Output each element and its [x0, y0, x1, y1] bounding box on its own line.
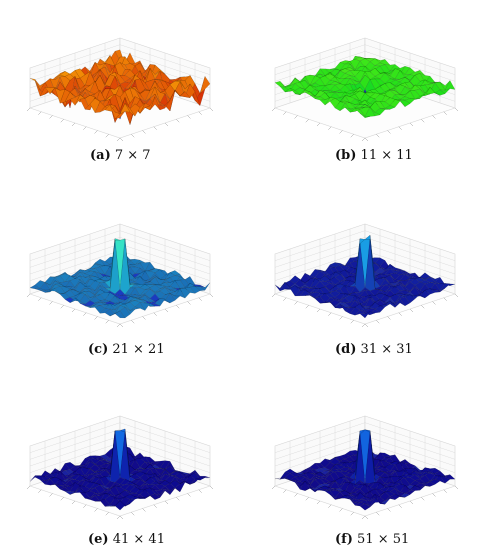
caption-a-size: 7 × 7 [114, 148, 151, 163]
surface-plot-a [0, 4, 240, 144]
surface-plot-e-svg [26, 415, 214, 520]
surface-plot-f [245, 382, 485, 522]
surface-plot-d [245, 190, 485, 330]
caption-a: (a) 7 × 7 [90, 148, 151, 163]
caption-b: (b) 11 × 11 [335, 148, 413, 163]
caption-f-label: (f) [335, 532, 353, 547]
surface-plot-b [245, 4, 485, 144]
caption-a-label: (a) [90, 148, 111, 163]
caption-d: (d) 31 × 31 [335, 342, 413, 357]
caption-e-label: (e) [88, 532, 109, 547]
surface-plot-a-svg [26, 37, 214, 142]
caption-f-size: 51 × 51 [357, 532, 410, 547]
caption-d-size: 31 × 31 [360, 342, 413, 357]
surface-plot-d-svg [271, 223, 459, 328]
surface-plot-b-svg [271, 37, 459, 142]
caption-b-label: (b) [335, 148, 357, 163]
surface-plot-e [0, 382, 240, 522]
caption-c-size: 21 × 21 [112, 342, 165, 357]
caption-c: (c) 21 × 21 [88, 342, 165, 357]
surface-plot-c-svg [26, 223, 214, 328]
caption-f: (f) 51 × 51 [335, 532, 409, 547]
caption-d-label: (d) [335, 342, 357, 357]
caption-e-size: 41 × 41 [112, 532, 165, 547]
caption-e: (e) 41 × 41 [88, 532, 165, 547]
surface-plot-c [0, 190, 240, 330]
caption-b-size: 11 × 11 [360, 148, 413, 163]
caption-c-label: (c) [88, 342, 109, 357]
surface-plot-f-svg [271, 415, 459, 520]
